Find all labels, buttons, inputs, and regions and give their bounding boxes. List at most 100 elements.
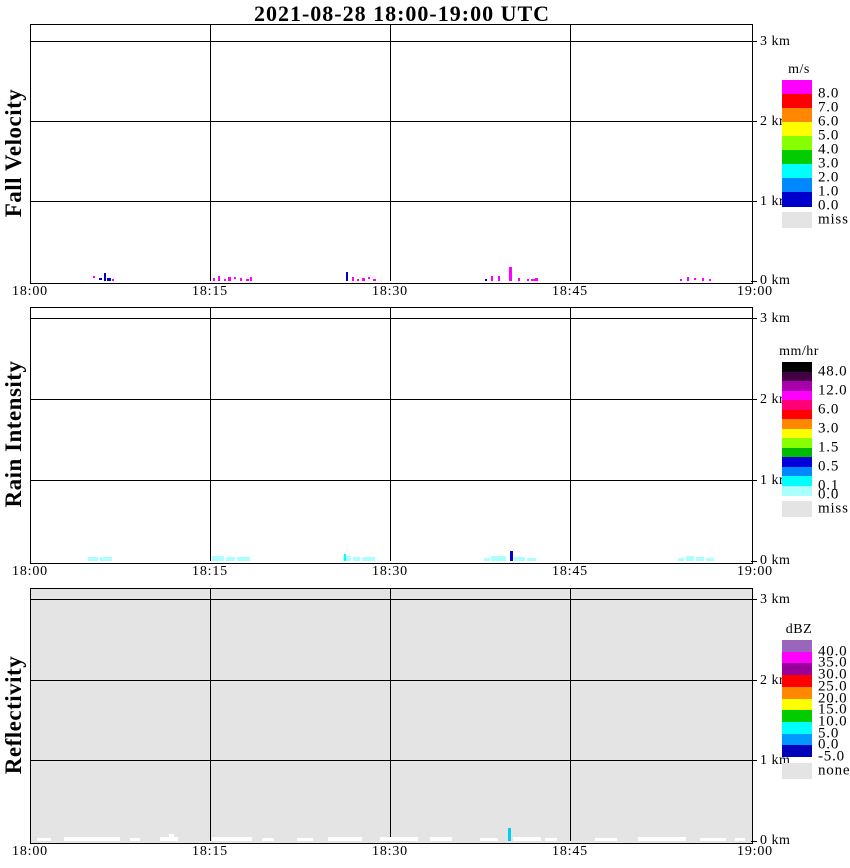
panel-rain-intensity <box>30 307 753 564</box>
data-mark <box>362 278 365 281</box>
data-mark <box>328 837 362 841</box>
colorbar-label: 20.0 <box>818 690 848 706</box>
panel-ylabel: Fall Velocity <box>1 88 26 217</box>
data-mark <box>709 279 711 281</box>
colorbar-block <box>782 438 812 448</box>
x-tick-label: 18:00 <box>12 844 48 859</box>
y-tick-label: 0 km <box>760 833 791 848</box>
colorbar-label: 3.0 <box>818 155 840 172</box>
v-gridline <box>570 307 571 561</box>
v-gridline <box>210 588 211 841</box>
chart-title: 2021-08-28 18:00-19:00 UTC <box>253 1 551 26</box>
colorbar-label: 7.0 <box>818 99 840 116</box>
colorbar-label: 3.0 <box>818 420 840 436</box>
data-mark <box>680 279 682 281</box>
data-mark <box>93 276 95 278</box>
panel-fall-velocity <box>30 24 753 284</box>
data-mark <box>352 277 354 281</box>
colorbar-block <box>782 745 812 758</box>
colorbar-title: m/s <box>788 62 810 77</box>
colorbar-label: 40.0 <box>818 643 848 660</box>
colorbar-block <box>782 136 812 151</box>
data-mark <box>224 279 226 281</box>
colorbar-block <box>782 178 812 193</box>
data-mark <box>535 278 538 281</box>
x-tick-label: 18:15 <box>192 844 228 859</box>
colorbar-label: 5.0 <box>818 127 840 144</box>
data-mark <box>112 279 114 281</box>
x-tick-label: 18:45 <box>552 284 588 299</box>
data-mark <box>595 838 617 841</box>
data-mark <box>343 556 351 561</box>
colorbar-label: 10.0 <box>818 713 848 730</box>
data-mark <box>380 837 418 841</box>
y-tick-label: 3 km <box>760 34 791 49</box>
colorbar-missing-block <box>782 763 812 779</box>
colorbar-label: 25.0 <box>818 678 848 695</box>
data-mark <box>353 557 360 561</box>
data-mark <box>213 278 215 281</box>
data-mark <box>510 551 513 561</box>
x-tick-label: 18:15 <box>192 564 228 579</box>
data-mark <box>107 278 111 281</box>
colorbar-label: 30.0 <box>818 666 848 683</box>
data-mark <box>344 554 346 561</box>
data-mark <box>706 558 714 561</box>
colorbar-block <box>782 409 812 420</box>
colorbar-block <box>782 663 812 676</box>
colorbar-block <box>782 698 812 711</box>
colorbar-block <box>782 428 812 439</box>
colorbar-label: 0.5 <box>818 458 840 474</box>
colorbar-block <box>782 80 812 95</box>
x-tick-label: 19:00 <box>737 844 773 859</box>
data-mark <box>735 838 745 841</box>
x-tick-label: 19:00 <box>737 564 773 579</box>
colorbar-label: 4.0 <box>818 141 840 158</box>
data-mark <box>508 828 511 841</box>
v-gridline <box>210 307 211 561</box>
data-mark <box>240 278 242 281</box>
data-mark <box>485 279 487 281</box>
colorbar-label: 6.0 <box>818 113 840 130</box>
data-mark <box>696 557 704 561</box>
colorbar-missing-block <box>782 212 812 228</box>
data-mark <box>169 834 174 841</box>
x-tick-label: 18:00 <box>12 284 48 299</box>
colorbar-label: 8.0 <box>818 85 840 102</box>
data-mark <box>638 837 686 841</box>
colorbar-label: 0.0 <box>818 197 840 214</box>
data-mark <box>297 838 313 841</box>
data-mark <box>130 838 140 841</box>
colorbar-title: dBZ <box>785 622 813 637</box>
colorbar-missing-label: miss <box>818 500 849 517</box>
h-gridline <box>30 121 757 122</box>
colorbar-title: mm/hr <box>779 344 819 359</box>
colorbar-block <box>782 381 812 391</box>
colorbar-block <box>782 108 812 123</box>
colorbar-label: 12.0 <box>818 382 848 398</box>
panel-ylabel: Reflectivity <box>1 655 26 774</box>
colorbar-missing-block <box>782 501 812 517</box>
h-gridline <box>30 760 757 761</box>
data-mark <box>104 273 106 281</box>
colorbar-label: 0.1 <box>818 477 840 493</box>
x-tick-label: 18:30 <box>372 284 408 299</box>
data-mark <box>531 279 535 281</box>
x-tick-label: 19:00 <box>737 284 773 299</box>
colorbar-block <box>782 675 812 688</box>
colorbar-label: 1.0 <box>818 183 840 200</box>
data-mark <box>702 278 704 281</box>
colorbar-label: 0.0 <box>818 486 840 503</box>
colorbar-label: 1.5 <box>818 439 840 455</box>
colorbar-label: 48.0 <box>818 363 848 379</box>
data-mark <box>545 838 557 841</box>
colorbar-block <box>782 94 812 109</box>
data-mark <box>237 557 250 561</box>
x-tick-label: 18:45 <box>552 564 588 579</box>
data-mark <box>700 838 726 841</box>
h-gridline <box>30 201 757 202</box>
x-tick-label: 18:00 <box>12 564 48 579</box>
axis-tick <box>751 841 757 842</box>
colorbar-missing-label: none <box>818 762 850 779</box>
